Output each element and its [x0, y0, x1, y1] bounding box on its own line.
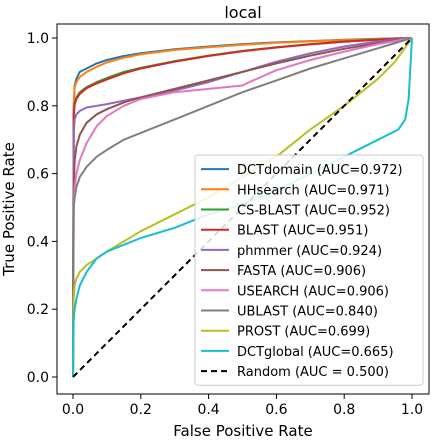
legend-entry: HHsearch (AUC=0.971) [237, 183, 390, 198]
x-tick-label: 0.0 [62, 402, 84, 418]
y-tick-label: 0.8 [27, 99, 49, 115]
y-axis-label: True Positive Rate [0, 142, 18, 277]
series-line-3 [72, 37, 413, 378]
legend-entry: FASTA (AUC=0.906) [237, 264, 366, 279]
x-tick-label: 0.6 [265, 402, 287, 418]
series-layer [72, 37, 413, 378]
x-tick-label: 0.2 [130, 402, 152, 418]
series-line-5 [72, 37, 413, 378]
y-tick-label: 0.2 [27, 302, 49, 318]
legend-entry: Random (AUC = 0.500) [237, 365, 389, 380]
legend-box [194, 154, 424, 386]
series-line-7 [72, 37, 413, 378]
legend-entry: DCTdomain (AUC=0.972) [237, 163, 403, 178]
legend-entry: phmmer (AUC=0.924) [237, 244, 382, 259]
series-line-9 [72, 37, 413, 378]
y-tick-label: 0.4 [27, 234, 49, 250]
x-tick-label: 1.0 [401, 402, 423, 418]
series-line-6 [72, 37, 413, 378]
series-line-1 [72, 37, 413, 378]
ticks-layer: 0.0 0.2 0.4 0.6 0.8 1.0 0.0 0.2 0.4 0.6 0.8 1.0 [27, 31, 423, 418]
y-tick-label: 1.0 [27, 31, 49, 47]
legend-entry: PROST (AUC=0.699) [237, 325, 370, 340]
plot-frame [56, 23, 430, 395]
y-tick-label: 0.6 [27, 167, 49, 183]
x-tick-label: 0.4 [197, 402, 219, 418]
legend-entry: CS-BLAST (AUC=0.952) [237, 204, 390, 219]
legend: DCTdomain (AUC=0.972) HHsearch (AUC=0.971… [194, 154, 424, 386]
legend-entry: DCTglobal (AUC=0.665) [237, 345, 394, 360]
legend-entry: UBLAST (AUC=0.840) [237, 305, 378, 320]
x-axis-label: False Positive Rate [173, 422, 312, 440]
legend-entry: BLAST (AUC=0.951) [237, 224, 368, 239]
legend-entry: USEARCH (AUC=0.906) [237, 284, 389, 299]
x-tick-label: 0.8 [333, 402, 355, 418]
y-tick-label: 0.0 [27, 370, 49, 386]
chart-title: local [224, 3, 261, 22]
